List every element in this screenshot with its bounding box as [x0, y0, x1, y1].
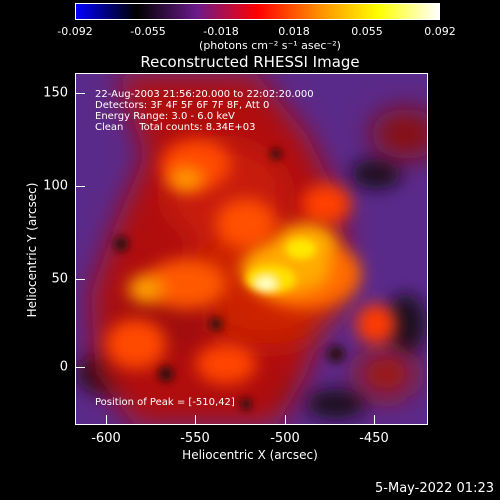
rhessi-image-plot — [75, 73, 428, 425]
timestamp: 5-May-2022 01:23 — [375, 481, 494, 496]
y-tick-mark — [75, 279, 85, 280]
x-tick-mark — [374, 415, 375, 425]
y-tick-label: 150 — [43, 85, 68, 101]
image-title: Reconstructed RHESSI Image — [140, 53, 360, 71]
y-tick-label: 100 — [43, 178, 68, 194]
colorbar-tick-label: -0.092 — [57, 25, 93, 38]
y-axis-label: Heliocentric Y (arcsec) — [25, 182, 39, 318]
colorbar-units: (photons cm⁻² s⁻¹ asec⁻²) — [199, 39, 341, 52]
x-axis-label: Heliocentric X (arcsec) — [182, 448, 318, 462]
y-tick-mark — [75, 186, 85, 187]
colorbar-tick-label: 0.092 — [424, 25, 456, 38]
detectors-info: Detectors: 3F 4F 5F 6F 7F 8F, Att 0 — [95, 100, 270, 111]
x-tick-label: -450 — [359, 431, 389, 446]
colorbar-tick-label: -0.055 — [130, 25, 166, 38]
y-tick-label: 0 — [59, 359, 68, 375]
y-tick-label: 50 — [51, 271, 68, 287]
x-tick-label: -550 — [180, 431, 210, 446]
x-tick-mark — [195, 415, 196, 425]
rhessi-image — [76, 74, 427, 424]
colorbar-tick-label: 0.055 — [351, 25, 383, 38]
peak-position: Position of Peak = [-510,42] — [95, 397, 235, 408]
x-tick-label: -500 — [270, 431, 300, 446]
colorbar — [75, 3, 440, 20]
x-tick-mark — [106, 415, 107, 425]
energy-range: Energy Range: 3.0 - 6.0 keV — [95, 111, 235, 122]
x-tick-label: -600 — [91, 431, 121, 446]
y-tick-mark — [75, 367, 85, 368]
observation-time: 22-Aug-2003 21:56:20.000 to 22:02:20.000 — [95, 89, 314, 100]
colorbar-tick-label: 0.018 — [278, 25, 310, 38]
x-tick-mark — [285, 415, 286, 425]
colorbar-tick-label: -0.018 — [203, 25, 239, 38]
y-tick-mark — [75, 93, 85, 94]
algorithm-counts: Clean Total counts: 8.34E+03 — [95, 122, 256, 133]
